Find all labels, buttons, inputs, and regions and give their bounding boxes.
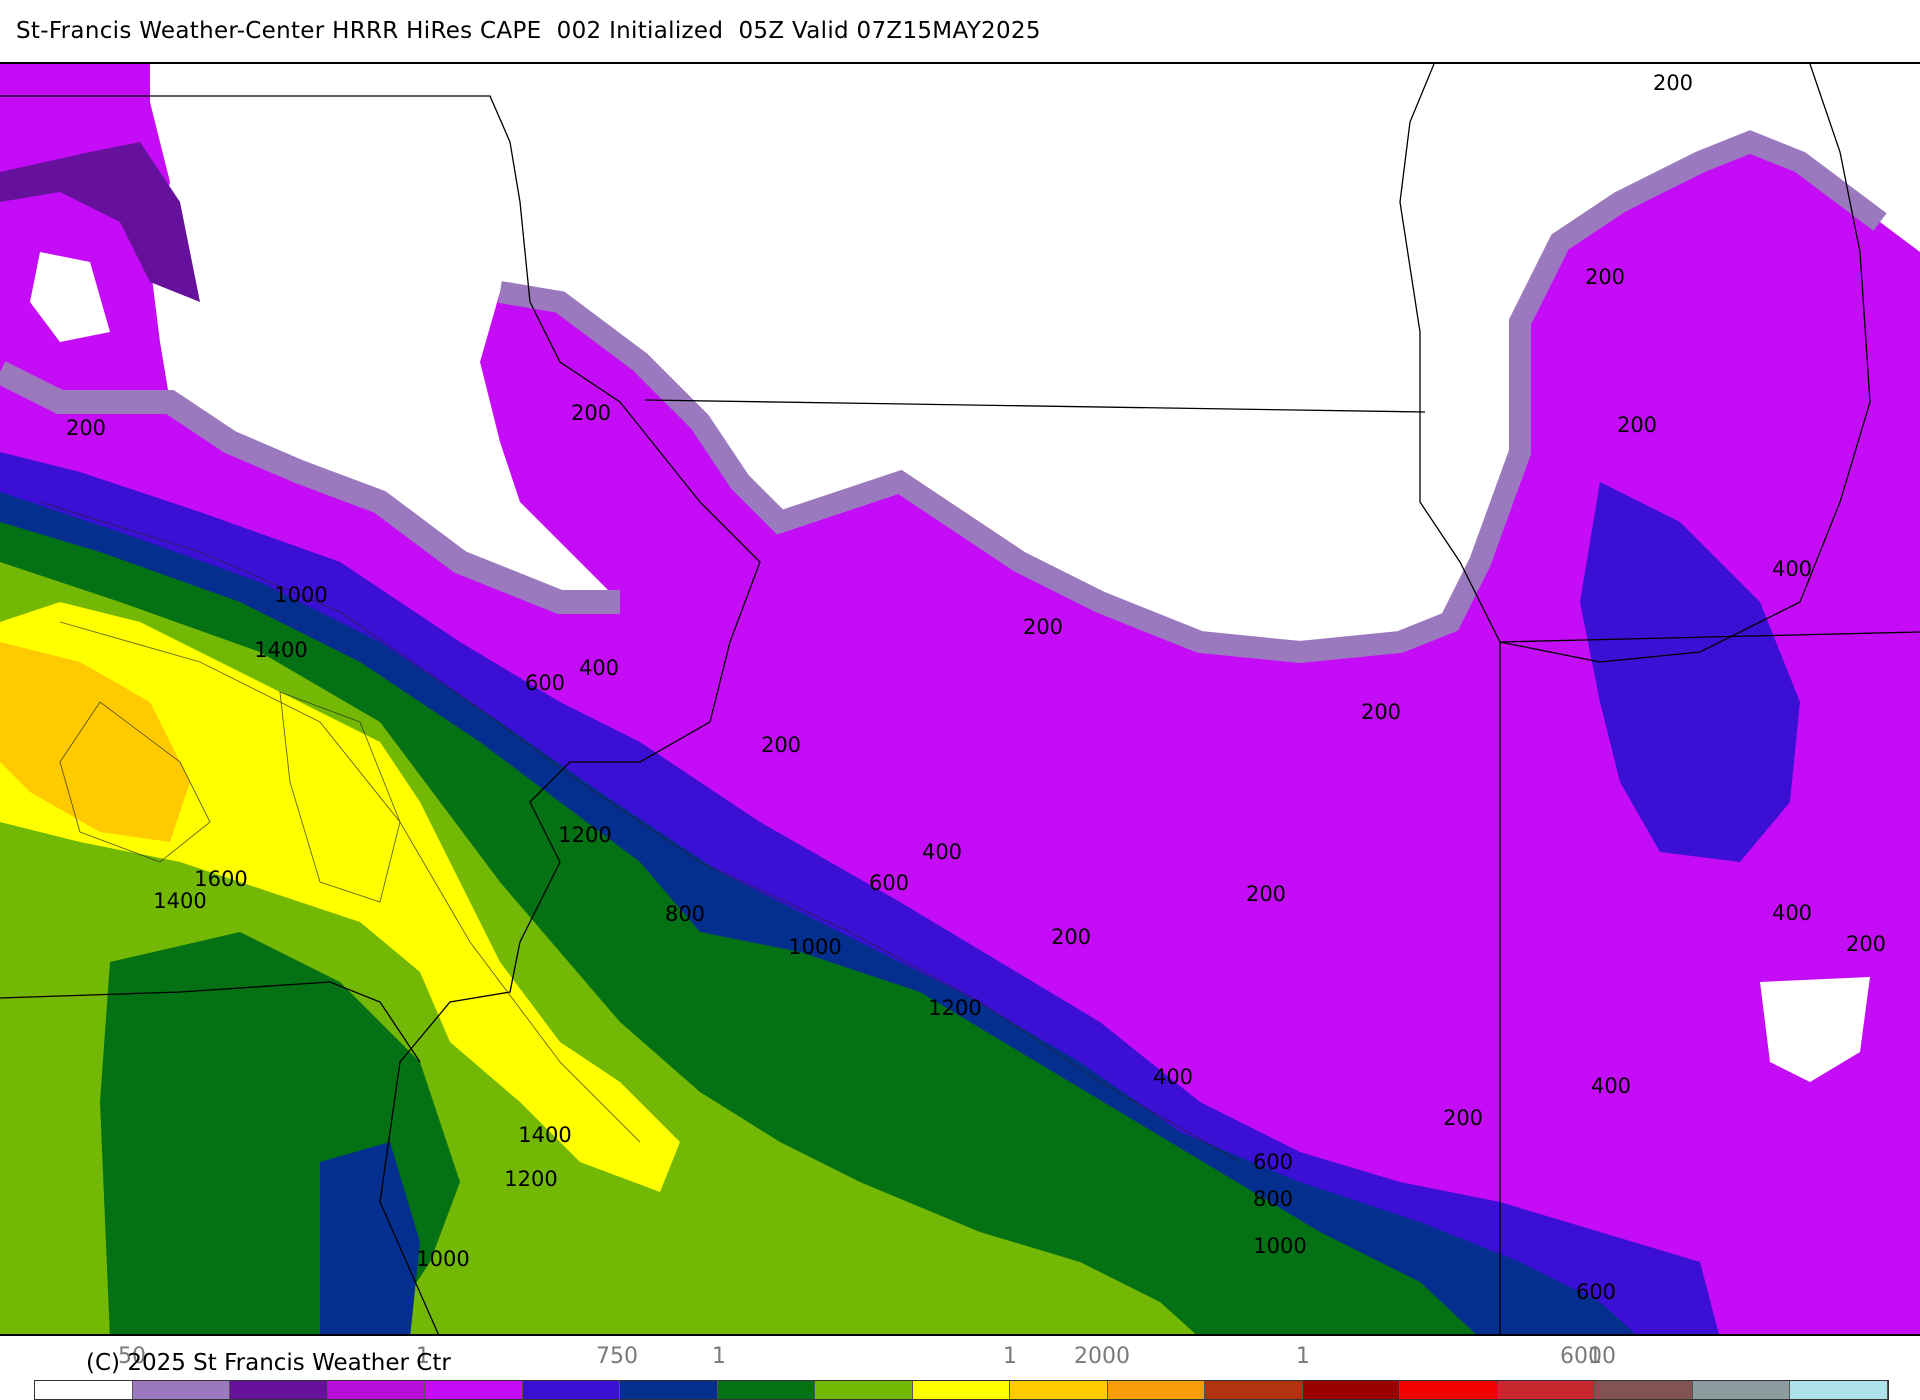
legend-swatch [1302, 1381, 1400, 1399]
contour-label: 1400 [254, 638, 307, 662]
legend-swatch [1790, 1381, 1888, 1399]
cape-area-400-600 [1580, 482, 1800, 862]
legend-swatch [1400, 1381, 1498, 1399]
color-legend [34, 1380, 1889, 1400]
copyright-text: (C) 2025 St Francis Weather Ctr [86, 1350, 451, 1376]
contour-label: 1200 [504, 1167, 557, 1191]
contour-label: 1400 [518, 1123, 571, 1147]
legend-tick: 750 [596, 1344, 638, 1369]
cape-area-100-200 [0, 142, 200, 302]
contour-label: 200 [1361, 700, 1401, 724]
legend-tick: 1 [1296, 1344, 1310, 1369]
contour-label: 200 [1443, 1106, 1483, 1130]
contour-label: 200 [66, 416, 106, 440]
contour-label: 600 [525, 671, 565, 695]
legend-tick: 1 [416, 1344, 430, 1369]
contour-label: 800 [665, 902, 705, 926]
map-title: St-Francis Weather-Center HRRR HiRes CAP… [16, 18, 1041, 44]
legend-swatch [1497, 1381, 1595, 1399]
legend-tick: 1 [1588, 1344, 1602, 1369]
legend-swatch [815, 1381, 913, 1399]
legend-swatch [1107, 1381, 1205, 1399]
contour-label: 200 [761, 733, 801, 757]
cape-area-0-100 [0, 361, 620, 614]
legend-swatch [717, 1381, 815, 1399]
contour-label: 200 [1846, 932, 1886, 956]
legend-swatch [1205, 1381, 1303, 1399]
contour-label: 400 [1772, 557, 1812, 581]
contour-label: 600 [1576, 1280, 1616, 1304]
contour-label: 400 [1153, 1065, 1193, 1089]
legend-swatch [35, 1381, 133, 1399]
contour-label: 1600 [194, 867, 247, 891]
cape-contours [39, 501, 1241, 1163]
contour-label: 400 [1772, 901, 1812, 925]
contour-label: 200 [1051, 925, 1091, 949]
legend-swatch [132, 1381, 230, 1399]
contour-label: 600 [1253, 1150, 1293, 1174]
contour-label: 1000 [274, 583, 327, 607]
legend-swatch [522, 1381, 620, 1399]
contour-label: 400 [579, 656, 619, 680]
contour-label: 200 [1653, 71, 1693, 95]
contour-label: 200 [1246, 882, 1286, 906]
contour-label: 400 [1591, 1074, 1631, 1098]
contour-labels: 2002001000140060040020012001600140080040… [66, 71, 1886, 1304]
contour-label: 200 [1585, 265, 1625, 289]
legend-swatch [230, 1381, 328, 1399]
contour-label: 1200 [928, 996, 981, 1020]
legend-swatch [1595, 1381, 1693, 1399]
cape-map: 200 200 1000 1400 600 400 200 1200 1600 1400 800 40… [0, 62, 1920, 1336]
contour-label: 600 [869, 871, 909, 895]
contour-label: 200 [1617, 413, 1657, 437]
legend-swatch [327, 1381, 425, 1399]
legend-swatch [620, 1381, 718, 1399]
contour-label: 1400 [153, 889, 206, 913]
cape-area-none [1610, 92, 1660, 147]
contour-label: 800 [1253, 1187, 1293, 1211]
cape-area-2000-2500 [0, 642, 190, 842]
legend-swatch [1010, 1381, 1108, 1399]
cape-area-none [30, 252, 110, 342]
contour-label: 1000 [788, 935, 841, 959]
legend-tick: 2000 [1074, 1344, 1130, 1369]
contour-label: 200 [571, 401, 611, 425]
cape-area-none [1760, 977, 1870, 1082]
cape-area-600-800 [320, 1142, 420, 1334]
legend-tick: 1 [1003, 1344, 1017, 1369]
cape-area-0-100 [498, 130, 1887, 664]
legend-tick: 1 [712, 1344, 726, 1369]
contour-label: 1000 [1253, 1234, 1306, 1258]
legend-swatch [912, 1381, 1010, 1399]
state-borders [0, 64, 1920, 1334]
cape-area-none [150, 64, 1920, 652]
legend-ticks: 50 1 750 1 1 2000 1 6000 1 [0, 1344, 1920, 1372]
contour-label: 200 [1023, 615, 1063, 639]
legend-tick: 6000 [1560, 1344, 1616, 1369]
contour-label: 1200 [558, 823, 611, 847]
contour-label: 400 [922, 840, 962, 864]
legend-tick: 50 [118, 1344, 146, 1369]
legend-swatch [425, 1381, 523, 1399]
cape-field: 2002001000140060040020012001600140080040… [0, 64, 1920, 1334]
contour-label: 1000 [416, 1247, 469, 1271]
legend-swatch [1692, 1381, 1790, 1399]
